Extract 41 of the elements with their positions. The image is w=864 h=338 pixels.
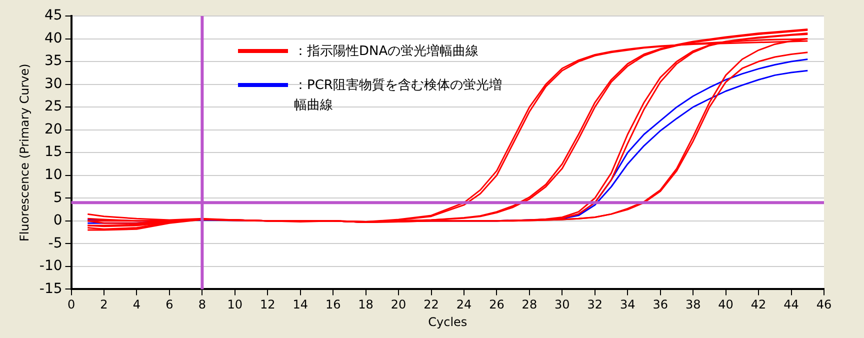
legend-label: ：PCR阻害物質を含む検体の蛍光増幅曲線	[294, 76, 503, 115]
x-tick-label: 24	[456, 298, 472, 312]
x-tick-label: 18	[358, 298, 374, 312]
y-tick-label: -10	[39, 258, 62, 274]
x-tick-label: 40	[718, 298, 734, 312]
y-tick-label: 0	[53, 212, 62, 229]
x-tick-label: 38	[685, 298, 701, 312]
x-tick-label: 32	[587, 298, 603, 312]
x-tick-label: 14	[292, 298, 308, 312]
legend-label: ：指示陽性DNAの蛍光増幅曲線	[294, 42, 479, 61]
x-tick-label: 42	[750, 298, 766, 312]
x-tick-label: 16	[325, 298, 341, 312]
x-tick-label: 22	[424, 298, 439, 312]
y-tick-label: 25	[44, 98, 62, 115]
x-tick-label: 34	[620, 298, 636, 312]
x-tick-label: 4	[132, 298, 141, 312]
x-tick-label: 10	[227, 298, 243, 312]
y-tick-label: 30	[44, 76, 62, 92]
x-tick-label: 30	[554, 298, 570, 312]
y-tick-label: -5	[48, 235, 62, 252]
y-tick-label: 10	[44, 167, 62, 184]
x-tick-label: 0	[67, 298, 76, 312]
y-tick-label: 15	[44, 144, 62, 160]
x-tick-label: 20	[390, 298, 406, 312]
x-tick-label: 12	[260, 298, 276, 312]
x-tick-label: 36	[652, 298, 668, 312]
x-tick-label: 28	[522, 298, 538, 312]
y-tick-label: 20	[44, 121, 62, 138]
x-tick-label: 26	[489, 298, 504, 312]
x-tick-label: 44	[784, 298, 799, 312]
y-axis-title: Fluorescence (Primary Curve)	[17, 64, 32, 242]
y-tick-label: -15	[39, 280, 62, 297]
y-tick-label: 45	[44, 8, 62, 24]
x-tick-label: 8	[198, 298, 206, 312]
x-axis-title: Cycles	[428, 314, 468, 329]
x-tick-label: 6	[166, 298, 174, 312]
x-tick-label: 46	[816, 298, 832, 312]
y-tick-label: 40	[44, 30, 62, 46]
y-tick-label: 5	[53, 190, 62, 206]
y-tick-label: 35	[44, 53, 62, 70]
x-tick-label: 2	[100, 298, 108, 312]
